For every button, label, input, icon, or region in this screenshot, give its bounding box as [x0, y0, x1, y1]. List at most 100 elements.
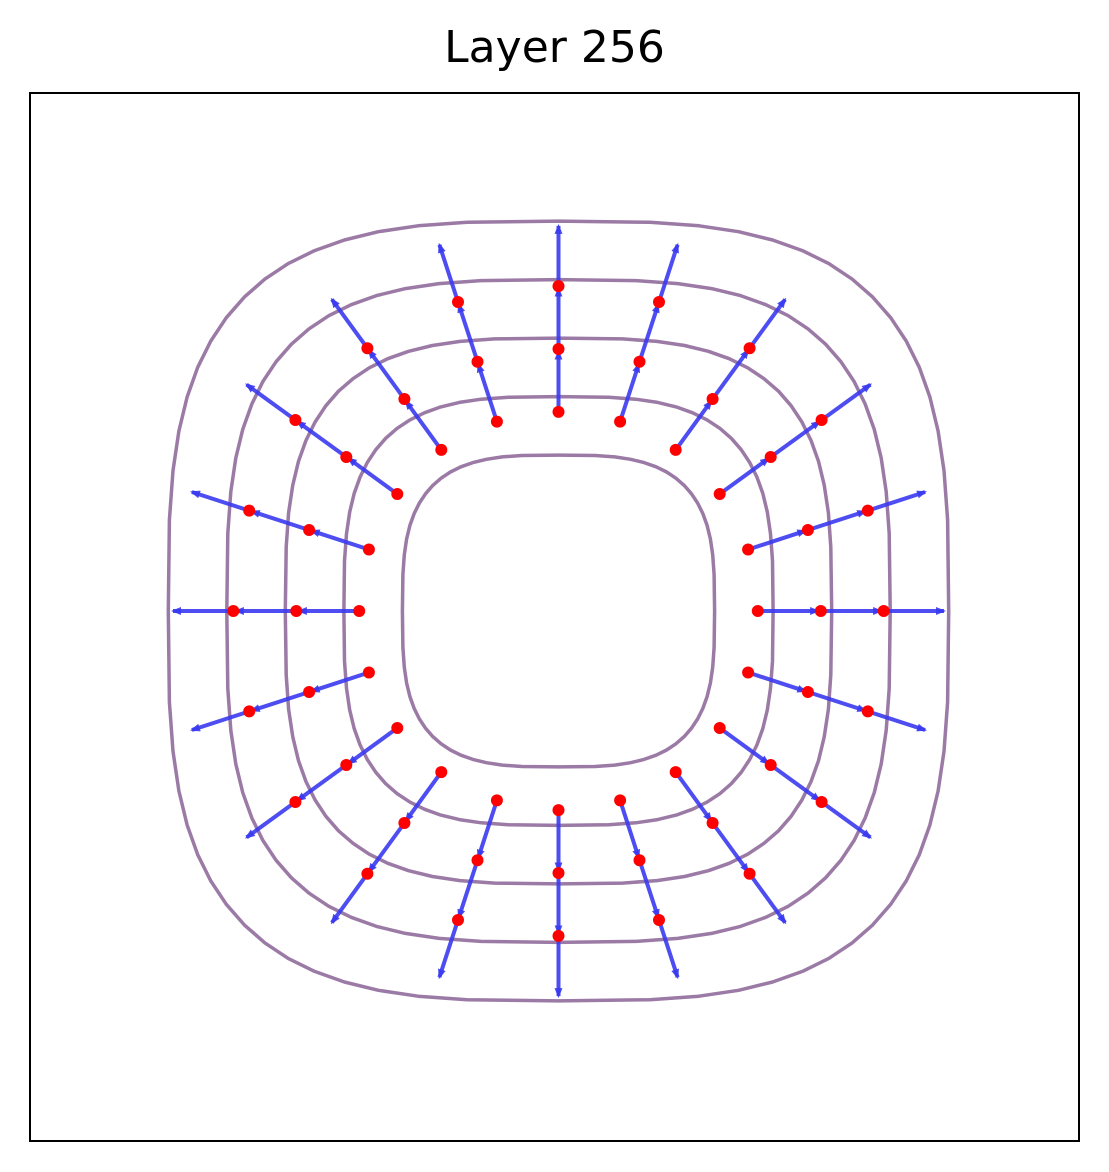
point-d8-r2 [289, 414, 302, 426]
point-d11-r2 [243, 705, 256, 718]
point-d18-r0 [713, 722, 726, 734]
point-d3-r0 [669, 443, 682, 456]
arrow-d18-r0 [718, 726, 771, 766]
arrow-d4-r1 [637, 302, 661, 363]
point-d19-r1 [801, 686, 814, 698]
point-d2-r2 [815, 414, 828, 426]
arrow-d17-r2 [747, 872, 787, 925]
point-d14-r0 [490, 794, 503, 807]
point-d5-r1 [552, 343, 565, 355]
point-d9-r0 [362, 543, 375, 556]
chart-title: Layer 256 [444, 22, 665, 73]
point-d17-r0 [669, 766, 682, 779]
point-d0-r0 [751, 605, 764, 617]
point-d9-r1 [303, 524, 316, 536]
point-d13-r1 [398, 817, 411, 829]
point-d15-r1 [552, 867, 565, 879]
arrow-d9-r1 [249, 509, 310, 532]
plot-area [29, 92, 1080, 1142]
arrow-d2-r1 [769, 419, 822, 459]
arrow-d9-r2 [189, 490, 250, 513]
point-d6-r2 [452, 296, 464, 308]
point-d0-r2 [877, 605, 890, 617]
arrow-d11-r0 [309, 670, 370, 694]
arrow-d6-r0 [476, 362, 499, 423]
point-d3-r1 [706, 393, 719, 405]
arrow-d2-r2 [820, 382, 873, 422]
point-d14-r2 [452, 914, 464, 926]
arrows-layer [171, 223, 946, 999]
point-d19-r0 [742, 666, 755, 679]
arrow-d4-r2 [657, 242, 680, 303]
arrow-d19-r0 [747, 670, 808, 694]
point-d18-r1 [764, 759, 777, 771]
point-d12-r1 [340, 759, 353, 771]
arrow-d16-r1 [637, 859, 661, 920]
contour-5 [166, 219, 951, 1003]
arrow-d7-r2 [330, 297, 370, 350]
point-d8-r1 [340, 451, 353, 463]
arrow-d6-r1 [456, 302, 480, 363]
arrow-d12-r2 [244, 800, 297, 840]
arrow-d4-r0 [618, 362, 641, 423]
point-d16-r1 [633, 854, 646, 867]
point-d10-r0 [353, 605, 366, 617]
arrow-d14-r0 [476, 799, 499, 860]
arrow-d8-r2 [244, 382, 297, 422]
arrow-d12-r0 [346, 726, 399, 766]
arrow-d13-r1 [367, 821, 407, 874]
arrow-d8-r0 [346, 456, 399, 496]
point-d9-r2 [243, 504, 256, 517]
arrow-d7-r1 [367, 348, 407, 401]
arrow-d19-r2 [867, 709, 928, 732]
point-d7-r2 [361, 342, 374, 355]
arrow-d1-r0 [747, 528, 808, 552]
point-d12-r0 [391, 722, 404, 734]
point-d6-r1 [471, 355, 484, 368]
point-d17-r1 [706, 817, 719, 829]
point-d0-r1 [814, 605, 827, 617]
point-d14-r1 [471, 854, 484, 867]
arrow-d3-r1 [710, 348, 750, 401]
arrow-d9-r0 [309, 528, 370, 552]
arrow-d17-r1 [710, 821, 750, 874]
point-d19-r2 [861, 705, 874, 718]
arrow-d7-r0 [404, 399, 443, 452]
arrow-d1-r2 [867, 490, 928, 513]
arrow-d19-r1 [807, 690, 868, 713]
point-d4-r1 [633, 355, 646, 368]
point-d13-r2 [361, 867, 374, 880]
point-d5-r2 [552, 280, 565, 293]
point-d15-r0 [552, 804, 565, 817]
point-d12-r2 [289, 796, 302, 808]
arrow-d11-r2 [189, 709, 250, 732]
arrow-d6-r2 [437, 242, 460, 303]
point-d8-r0 [391, 488, 404, 500]
arrow-d18-r1 [769, 763, 822, 803]
arrow-d11-r1 [249, 690, 310, 713]
arrow-d14-r2 [437, 919, 460, 980]
point-d2-r1 [764, 451, 777, 463]
point-d10-r1 [290, 605, 303, 617]
point-d1-r1 [801, 524, 814, 536]
arrow-d16-r2 [657, 919, 680, 980]
point-d5-r0 [552, 405, 565, 418]
arrow-d12-r1 [295, 763, 348, 803]
arrow-d14-r1 [456, 859, 480, 920]
arrow-d13-r2 [330, 872, 370, 925]
point-d4-r2 [653, 296, 665, 308]
point-d1-r0 [742, 543, 755, 556]
point-d6-r0 [490, 415, 503, 428]
point-d2-r0 [713, 488, 726, 500]
point-d11-r1 [303, 686, 316, 698]
point-d1-r2 [861, 504, 874, 517]
point-d18-r2 [815, 796, 828, 808]
point-d10-r2 [227, 605, 240, 617]
point-d17-r2 [743, 867, 756, 880]
point-d3-r2 [743, 342, 756, 355]
contour-1 [400, 453, 717, 769]
point-d7-r1 [398, 393, 411, 405]
arrow-d16-r0 [618, 799, 641, 860]
arrow-d13-r0 [404, 770, 443, 823]
